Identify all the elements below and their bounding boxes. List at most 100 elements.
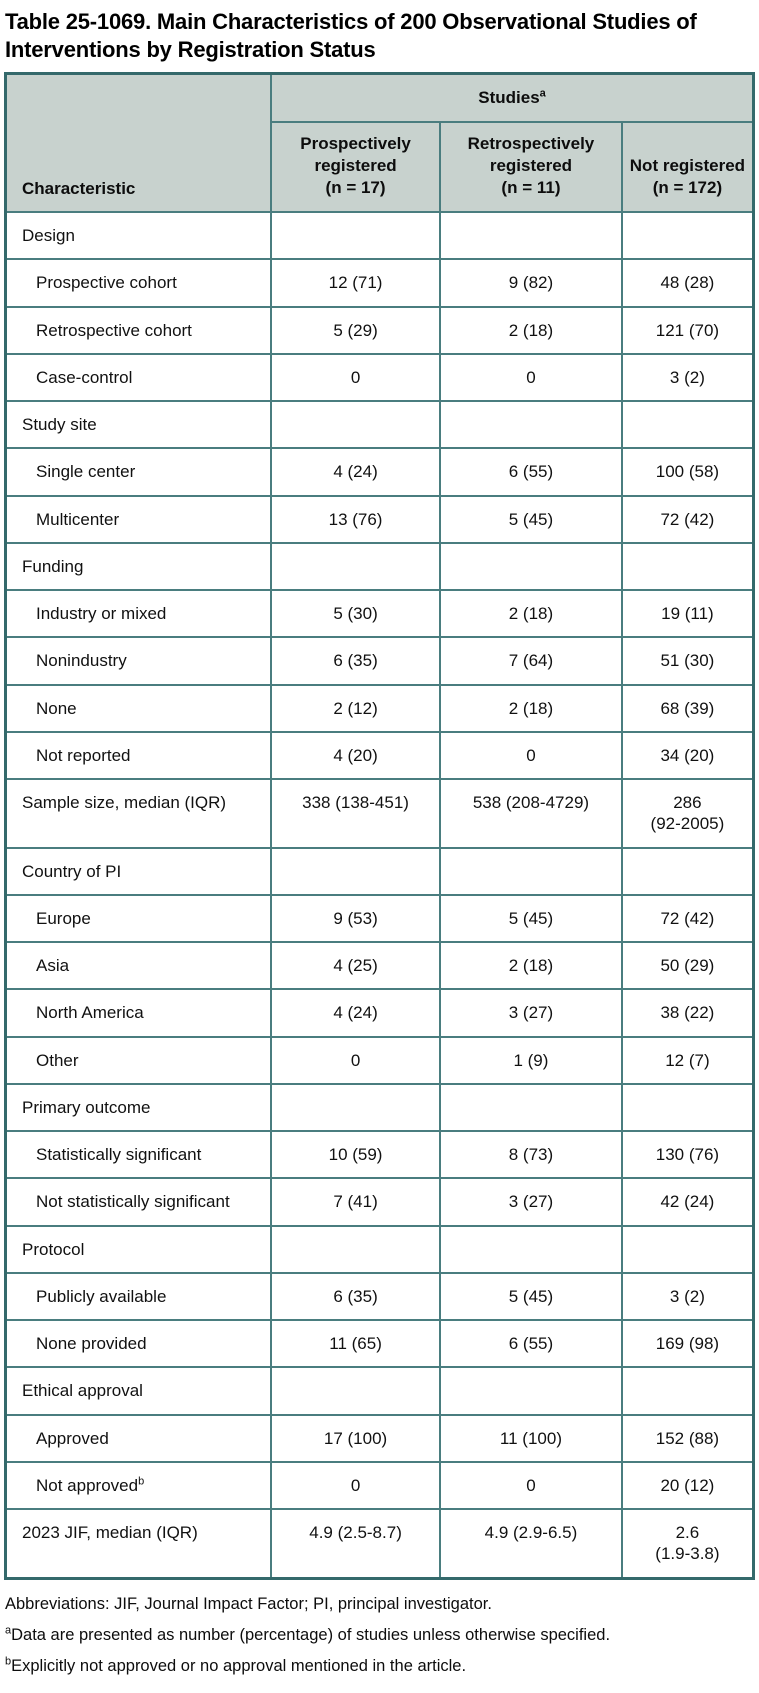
characteristics-table: Characteristic Studiesa Prospectively re… (4, 72, 755, 1580)
table-row: Single center 4 (24) 6 (55) 100 (58) (4, 447, 755, 497)
value-cell (620, 1224, 755, 1274)
row-label: Industry or mixed (4, 589, 273, 639)
column-n: (n = 17) (325, 178, 386, 197)
table-header: Characteristic Studiesa Prospectively re… (4, 72, 755, 214)
value-cell: 3 (27) (439, 988, 623, 1038)
value-cell (439, 211, 623, 261)
value-cell: 4 (24) (270, 447, 442, 497)
footnote-abbreviations: Abbreviations: JIF, Journal Impact Facto… (5, 1589, 755, 1620)
value-cell: 72 (42) (620, 893, 755, 944)
table-row: Multicenter 13 (76) 5 (45) 72 (42) (4, 494, 755, 544)
row-label: Case-control (4, 352, 273, 403)
value-cell (270, 846, 442, 896)
value-cell: 20 (12) (620, 1460, 755, 1511)
row-label: Ethical approval (4, 1366, 273, 1416)
value-cell: 8 (73) (439, 1130, 623, 1180)
row-label: Multicenter (4, 494, 273, 544)
footnote-text: Explicitly not approved or no approval m… (11, 1657, 467, 1676)
table-row: Retrospective cohort 5 (29) 2 (18) 121 (70) (4, 305, 755, 355)
row-label: Approved (4, 1413, 273, 1463)
value-cell: 9 (53) (270, 893, 442, 944)
value-cell (439, 1082, 623, 1133)
value-cell (620, 1366, 755, 1416)
value-cell: 4 (20) (270, 730, 442, 781)
value-cell: 338 (138-451) (270, 778, 442, 849)
value-cell: 7 (41) (270, 1177, 442, 1227)
studies-group-header: Studiesa (270, 72, 755, 123)
value-cell: 38 (22) (620, 988, 755, 1038)
value-cell (439, 541, 623, 592)
value-cell (439, 400, 623, 450)
table-row: Asia 4 (25) 2 (18) 50 (29) (4, 941, 755, 991)
value-cell (270, 1366, 442, 1416)
value-cell: 0 (270, 352, 442, 403)
table-title: Table 25-1069. Main Characteristics of 2… (5, 9, 697, 63)
section-row: Funding (4, 541, 755, 592)
value-cell: 12 (7) (620, 1035, 755, 1085)
row-label: Europe (4, 893, 273, 944)
footnote-text: Abbreviations: JIF, Journal Impact Facto… (5, 1594, 492, 1613)
value-cell: 130 (76) (620, 1130, 755, 1180)
value-cell: 7 (64) (439, 636, 623, 686)
characteristic-column-header: Characteristic (4, 72, 273, 214)
section-row: Study site (4, 400, 755, 450)
value-cell: 17 (100) (270, 1413, 442, 1463)
value-cell: 0 (439, 1460, 623, 1511)
table-row: Prospective cohort 12 (71) 9 (82) 48 (28) (4, 258, 755, 308)
table-row: None provided 11 (65) 6 (55) 169 (98) (4, 1319, 755, 1369)
footnote-a: aData are presented as number (percentag… (5, 1620, 755, 1651)
column-header-retrospectively-registered: Retrospectively registered (n = 11) (439, 120, 623, 214)
row-label: Nonindustry (4, 636, 273, 686)
row-label: Country of PI (4, 846, 273, 896)
value-cell: 10 (59) (270, 1130, 442, 1180)
value-cell: 3 (27) (439, 1177, 623, 1227)
value-cell: 5 (45) (439, 494, 623, 544)
table-row: North America 4 (24) 3 (27) 38 (22) (4, 988, 755, 1038)
value-cell (439, 846, 623, 896)
value-cell: 48 (28) (620, 258, 755, 308)
column-header-prospectively-registered: Prospectively registered (n = 17) (270, 120, 442, 214)
table-row: Sample size, median (IQR) 338 (138-451) 53… (4, 778, 755, 849)
table-row: Industry or mixed 5 (30) 2 (18) 19 (11) (4, 589, 755, 639)
table-body: Design Prospective cohort 12 (71) 9 (82) 48 … (4, 211, 755, 1580)
section-row: Primary outcome (4, 1082, 755, 1133)
value-cell: 169 (98) (620, 1319, 755, 1369)
row-label: North America (4, 988, 273, 1038)
value-cell: 6 (55) (439, 447, 623, 497)
row-label: Protocol (4, 1224, 273, 1274)
value-cell: 6 (55) (439, 1319, 623, 1369)
value-cell: 34 (20) (620, 730, 755, 781)
value-cell: 3 (2) (620, 352, 755, 403)
value-cell: 538 (208-4729) (439, 778, 623, 849)
studies-superscript: a (539, 87, 546, 100)
row-label: None (4, 683, 273, 733)
value-cell: 286 (92-2005) (620, 778, 755, 849)
value-cell: 12 (71) (270, 258, 442, 308)
footnote-text: Data are presented as number (percentage… (11, 1625, 611, 1644)
value-cell: 72 (42) (620, 494, 755, 544)
value-cell: 2.6 (1.9-3.8) (620, 1508, 755, 1580)
table-row: None 2 (12) 2 (18) 68 (39) (4, 683, 755, 733)
row-label: Prospective cohort (4, 258, 273, 308)
value-cell: 11 (100) (439, 1413, 623, 1463)
table-row: Other 0 1 (9) 12 (7) (4, 1035, 755, 1085)
value-cell (620, 541, 755, 592)
value-cell: 6 (35) (270, 1271, 442, 1322)
value-cell: 4 (25) (270, 941, 442, 991)
column-label: Not registered (629, 155, 746, 175)
value-cell: 19 (11) (620, 589, 755, 639)
row-label: Statistically significant (4, 1130, 273, 1180)
table-row: Approved 17 (100) 11 (100) 152 (88) (4, 1413, 755, 1463)
row-label: Funding (4, 541, 273, 592)
value-cell: 50 (29) (620, 941, 755, 991)
row-label-superscript: b (138, 1475, 145, 1488)
value-cell: 4 (24) (270, 988, 442, 1038)
value-cell: 0 (439, 730, 623, 781)
value-cell (270, 400, 442, 450)
value-cell: 2 (12) (270, 683, 442, 733)
row-label: Not statistically significant (4, 1177, 273, 1227)
table-row: Publicly available 6 (35) 5 (45) 3 (2) (4, 1271, 755, 1322)
row-label: Asia (4, 941, 273, 991)
value-cell: 100 (58) (620, 447, 755, 497)
row-label: Design (4, 211, 273, 261)
